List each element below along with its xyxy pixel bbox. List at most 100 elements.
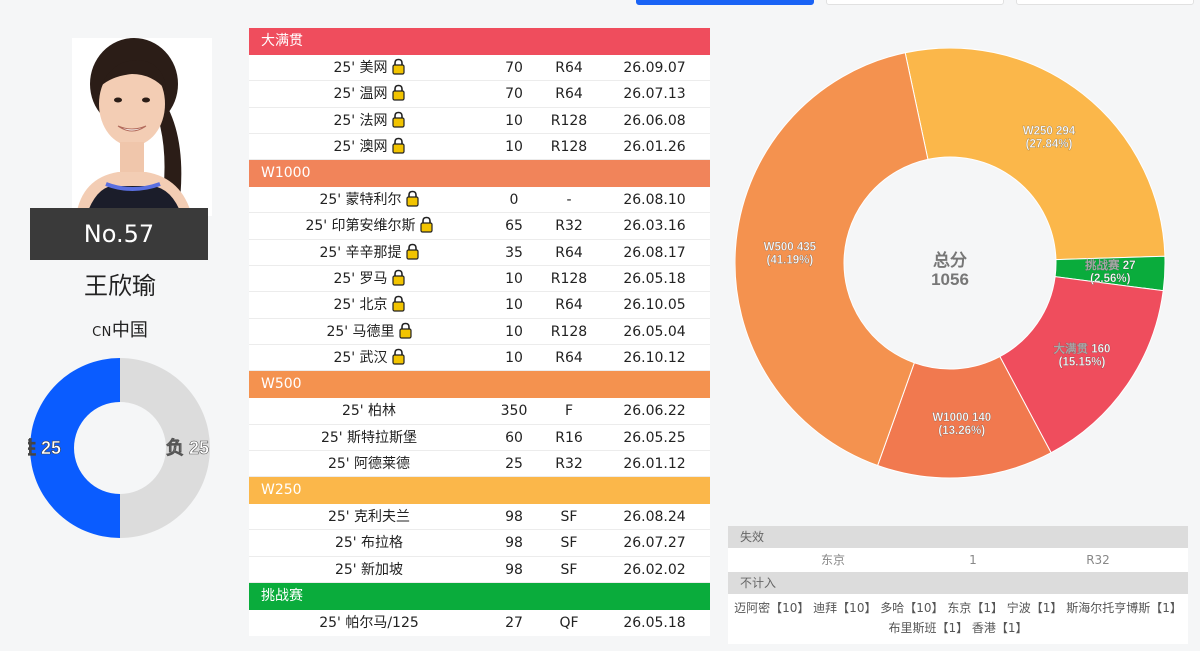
points-cell: 98 bbox=[505, 509, 523, 526]
extra-panels: 失效 东京 1 R32 不计入 迈阿密【10】 迪拜【10】 多哈【10】 东京… bbox=[728, 526, 1188, 644]
event-name: 25' 温网 bbox=[333, 86, 388, 103]
slice-W500[interactable] bbox=[735, 52, 929, 467]
slice-W250[interactable] bbox=[904, 48, 1166, 261]
expiry-date-cell: 26.08.17 bbox=[623, 244, 686, 261]
player-country: CN中国 bbox=[28, 316, 212, 342]
points-cell: 70 bbox=[505, 86, 523, 103]
event-name-cell: 25' 法网 bbox=[249, 108, 489, 133]
result-row[interactable]: 25' 蒙特利尔 0 - 26.08.10 bbox=[249, 187, 710, 214]
result-row[interactable]: 25' 武汉 10 R64 26.10.12 bbox=[249, 345, 710, 372]
result-row[interactable]: 25' 法网 10 R128 26.06.08 bbox=[249, 108, 710, 134]
points-cell: 10 bbox=[505, 138, 523, 155]
slice-percent: (2.56%) bbox=[1090, 273, 1130, 285]
result-row[interactable]: 25' 帕尔马/125 27 QF 26.05.18 bbox=[249, 610, 710, 636]
round-cell: SF bbox=[560, 535, 578, 552]
lock-icon bbox=[405, 190, 419, 207]
result-row[interactable]: 25' 印第安维尔斯 65 R32 26.03.16 bbox=[249, 213, 710, 240]
country-code: CN bbox=[92, 325, 112, 340]
expiry-date-cell: 26.05.04 bbox=[623, 323, 686, 340]
expiry-date-cell: 26.07.13 bbox=[623, 86, 686, 103]
result-row[interactable]: 25' 柏林 350 F 26.06.22 bbox=[249, 398, 710, 425]
expired-points: 1 bbox=[969, 553, 977, 567]
event-name-cell: 25' 新加坡 bbox=[249, 557, 489, 582]
round-cell: R64 bbox=[555, 60, 583, 76]
result-row[interactable]: 25' 辛辛那提 35 R64 26.08.17 bbox=[249, 240, 710, 267]
points-cell: 35 bbox=[505, 244, 523, 261]
round-cell: R32 bbox=[555, 218, 583, 235]
result-row[interactable]: 25' 斯特拉斯堡 60 R16 26.05.25 bbox=[249, 425, 710, 451]
points-cell: 10 bbox=[505, 297, 523, 314]
points-cell: 60 bbox=[505, 429, 523, 446]
event-name-cell: 25' 印第安维尔斯 bbox=[249, 213, 489, 238]
lock-icon bbox=[405, 243, 419, 260]
result-row[interactable]: 25' 阿德莱德 25 R32 26.01.12 bbox=[249, 451, 710, 478]
lock-icon bbox=[391, 296, 405, 312]
category-header: W500 bbox=[249, 371, 710, 399]
event-name: 25' 克利夫兰 bbox=[327, 509, 411, 526]
result-row[interactable]: 25' 澳网 10 R128 26.01.26 bbox=[249, 134, 710, 161]
round-cell: R32 bbox=[555, 455, 583, 472]
round-cell: QF bbox=[559, 615, 579, 632]
event-name: 25' 印第安维尔斯 bbox=[305, 218, 416, 235]
result-row[interactable]: 25' 罗马 10 R128 26.05.18 bbox=[249, 266, 710, 293]
event-name: 25' 北京 bbox=[333, 297, 388, 314]
round-cell: R128 bbox=[550, 138, 588, 155]
lock-icon bbox=[398, 322, 412, 339]
result-row[interactable]: 25' 温网 70 R64 26.07.13 bbox=[249, 81, 710, 108]
event-name-cell: 25' 澳网 bbox=[249, 134, 489, 159]
tab-active[interactable] bbox=[636, 0, 814, 5]
expiry-date-cell: 26.07.27 bbox=[623, 535, 686, 552]
event-name-cell: 25' 温网 bbox=[249, 81, 489, 106]
loss-slice bbox=[120, 358, 210, 538]
event-name-cell: 25' 罗马 bbox=[249, 266, 489, 291]
round-cell: R64 bbox=[555, 86, 583, 103]
event-name-cell: 25' 柏林 bbox=[249, 398, 489, 423]
result-row[interactable]: 25' 美网 70 R64 26.09.07 bbox=[249, 55, 710, 82]
expiry-date-cell: 26.01.26 bbox=[623, 138, 686, 155]
category-header: 大满贯 bbox=[249, 28, 710, 55]
event-name: 25' 柏林 bbox=[341, 403, 397, 420]
expiry-date-cell: 26.01.12 bbox=[623, 455, 686, 472]
result-row[interactable]: 25' 克利夫兰 98 SF 26.08.24 bbox=[249, 504, 710, 531]
expired-round: R32 bbox=[1086, 553, 1110, 567]
slice-percent: (27.84%) bbox=[1026, 139, 1073, 151]
player-name: 王欣瑜 bbox=[84, 272, 156, 300]
expiry-date-cell: 26.02.02 bbox=[623, 561, 686, 578]
event-name: 25' 新加坡 bbox=[334, 561, 404, 578]
round-cell: R64 bbox=[555, 349, 583, 366]
event-name-cell: 25' 帕尔马/125 bbox=[249, 610, 489, 636]
result-row[interactable]: 25' 马德里 10 R128 26.05.04 bbox=[249, 319, 710, 345]
round-cell: F bbox=[564, 403, 574, 420]
event-name: 25' 蒙特利尔 bbox=[319, 192, 402, 209]
slice-大满贯[interactable] bbox=[999, 276, 1164, 454]
expiry-date-cell: 26.03.16 bbox=[623, 218, 686, 235]
slice-label: W250 294 bbox=[1023, 126, 1076, 138]
category-header: W250 bbox=[249, 477, 710, 505]
result-row[interactable]: 25' 北京 10 R64 26.10.05 bbox=[249, 292, 710, 319]
round-cell: R64 bbox=[555, 244, 583, 261]
result-row[interactable]: 25' 布拉格 98 SF 26.07.27 bbox=[249, 530, 710, 557]
points-cell: 10 bbox=[505, 112, 523, 129]
expiry-date-cell: 26.06.22 bbox=[623, 403, 686, 420]
slice-label: 大满贯 160 bbox=[1054, 341, 1111, 355]
points-cell: 350 bbox=[500, 403, 528, 420]
tab-3[interactable] bbox=[1016, 0, 1194, 5]
tab-2[interactable] bbox=[826, 0, 1004, 5]
total-title: 总分 bbox=[933, 250, 967, 270]
event-name: 25' 帕尔马/125 bbox=[319, 615, 419, 632]
lock-icon bbox=[391, 269, 405, 286]
points-cell: 98 bbox=[505, 561, 523, 578]
lock-icon bbox=[419, 217, 433, 234]
event-name: 25' 辛辛那提 bbox=[319, 244, 402, 261]
event-name-cell: 25' 克利夫兰 bbox=[249, 504, 489, 529]
win-slice bbox=[30, 358, 120, 538]
expiry-date-cell: 26.10.12 bbox=[623, 349, 686, 366]
event-name: 25' 布拉格 bbox=[334, 535, 404, 552]
round-cell: R128 bbox=[550, 112, 588, 129]
result-row[interactable]: 25' 新加坡 98 SF 26.02.02 bbox=[249, 557, 710, 584]
expired-title: 失效 bbox=[728, 526, 1188, 548]
total-value: 1056 bbox=[931, 270, 969, 289]
rank-badge: No.57 bbox=[30, 208, 208, 260]
win-label: 胜 25 bbox=[28, 438, 61, 458]
round-cell: - bbox=[566, 192, 572, 209]
